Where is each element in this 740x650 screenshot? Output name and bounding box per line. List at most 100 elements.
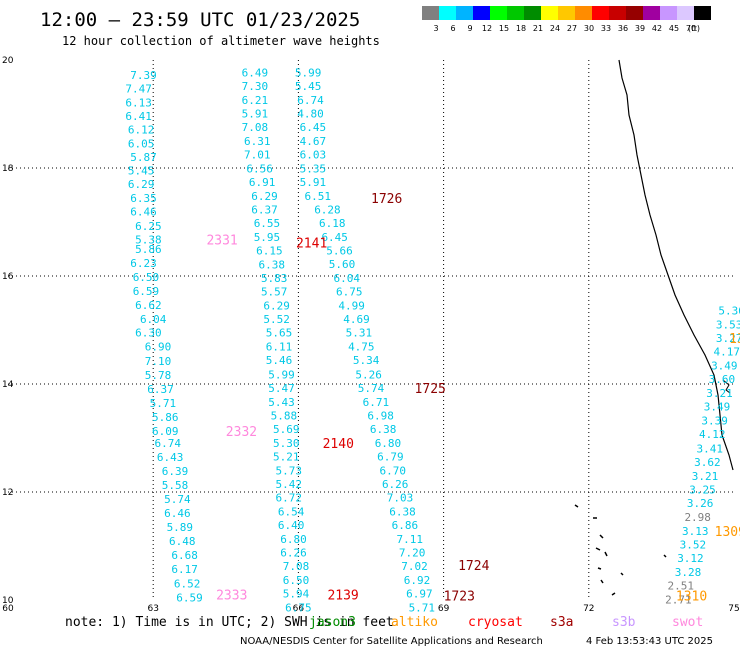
wave-height-label: 6.29 — [263, 300, 290, 313]
wave-height-label: 6.46 — [130, 206, 157, 219]
wave-height-label: 6.26 — [382, 478, 409, 491]
credit-text: NOAA/NESDIS Center for Satellite Applica… — [240, 636, 543, 647]
wave-height-label: 6.03 — [300, 149, 327, 162]
wave-height-label: 3.13 — [682, 525, 709, 538]
colorbar-swatch — [558, 6, 575, 20]
wave-height-label: 3.28 — [675, 566, 702, 579]
y-tick-label: 18 — [2, 164, 14, 174]
y-axis-ticks: 10 12 14 16 18 20 — [2, 56, 14, 606]
wave-height-label: 5.38 — [135, 233, 162, 246]
wave-height-label: 6.38 — [389, 505, 416, 518]
wave-height-label: 6.86 — [392, 519, 419, 532]
pass-time-label: 2141 — [296, 237, 327, 252]
colorbar-swatch — [507, 6, 524, 20]
colorbar-label: 21 — [533, 24, 543, 33]
wave-height-label: 5.71 — [150, 397, 177, 410]
wave-height-label: 7.20 — [399, 546, 426, 559]
x-axis-ticks: 60 63 66 69 72 75 — [2, 604, 739, 614]
wave-height-label: 3.27 — [716, 332, 740, 345]
satellite-legend-item: s3b — [612, 615, 636, 630]
wave-height-label: 5.91 — [242, 107, 269, 120]
timestamp-text: 4 Feb 13:53:43 UTC 2025 — [586, 636, 713, 647]
wave-height-label: 4.17 — [713, 346, 740, 359]
wave-height-label: 6.13 — [125, 97, 152, 110]
colorbar-swatch — [660, 6, 677, 20]
colorbar-swatch — [694, 6, 711, 20]
color-scale-legend: 3 6 9 12 15 18 21 24 27 30 33 36 39 42 45 70(ft) — [422, 6, 711, 33]
wave-height-label: 6.80 — [280, 533, 307, 546]
wave-height-label: 5.78 — [145, 369, 172, 382]
colorbar-label: 27 — [567, 24, 577, 33]
wave-height-label: 5.91 — [300, 176, 327, 189]
wave-height-label: 4.80 — [297, 107, 324, 120]
wave-height-label: 3.41 — [697, 442, 724, 455]
wave-height-label: 3.49 — [711, 360, 738, 373]
wave-height-label: 6.18 — [319, 217, 346, 230]
wave-height-label: 6.74 — [297, 94, 324, 107]
wave-height-label: 7.02 — [401, 560, 428, 573]
wave-height-label: 6.48 — [169, 535, 196, 548]
y-tick-label: 14 — [2, 380, 14, 390]
colorbar-swatch — [439, 6, 456, 20]
wave-height-label: 6.39 — [162, 465, 189, 478]
pass-time-label: 2139 — [327, 589, 358, 604]
colorbar-label: 36 — [618, 24, 628, 33]
wave-height-label: 3.21 — [706, 387, 733, 400]
colorbar-label: 33 — [601, 24, 611, 33]
wave-height-label: 6.09 — [152, 425, 179, 438]
satellite-legend-item: swot — [672, 615, 703, 630]
pass-time-label: 1308 — [729, 332, 740, 347]
wave-height-label: 6.79 — [377, 450, 404, 463]
wave-height-label: 4.67 — [300, 135, 327, 148]
wave-height-label: 7.03 — [387, 491, 414, 504]
pass-time-label: 1725 — [415, 382, 446, 397]
wave-height-label: 5.35 — [300, 163, 327, 176]
wave-height-label: 6.43 — [157, 451, 184, 464]
wave-height-label: 6.38 — [259, 259, 286, 272]
wave-height-label: 5.83 — [261, 272, 288, 285]
wave-height-label: 6.74 — [154, 437, 181, 450]
wave-height-label: 6.70 — [380, 464, 407, 477]
wave-height-label: 7.11 — [396, 533, 423, 546]
y-tick-label: 20 — [2, 56, 14, 66]
wave-height-label: 5.89 — [167, 521, 194, 534]
wave-height-label: 5.73 — [275, 464, 302, 477]
wave-height-label: 6.56 — [246, 163, 273, 176]
wave-height-label: 6.55 — [254, 217, 281, 230]
wave-height-label: 6.50 — [133, 271, 160, 284]
wave-height-label: 6.41 — [125, 110, 152, 123]
wave-height-label: 6.91 — [249, 176, 276, 189]
colorbar-label: 15 — [499, 24, 509, 33]
wave-height-label: 5.74 — [358, 382, 385, 395]
y-tick-label: 12 — [2, 488, 13, 498]
pass-time-label: 2332 — [226, 425, 257, 440]
colorbar-label: 45 — [669, 24, 679, 33]
wave-height-label: 6.68 — [171, 549, 198, 562]
wave-height-label: 2.98 — [684, 511, 711, 524]
wave-height-label: 6.04 — [334, 272, 361, 285]
wave-height-label: 6.50 — [283, 574, 310, 587]
wave-height-label: 6.31 — [244, 135, 271, 148]
footnote: note: 1) Time is in UTC; 2) SWH is in fe… — [65, 615, 394, 630]
colorbar-swatch — [643, 6, 660, 20]
colorbar-swatch — [524, 6, 541, 20]
wave-height-label: 6.98 — [367, 409, 394, 422]
wave-height-label: 3.12 — [677, 552, 704, 565]
wave-height-label: 5.36 — [718, 305, 740, 318]
colorbar-label: (ft) — [688, 24, 700, 33]
pass-time-label: 1310 — [676, 590, 707, 605]
wave-height-label: 5.45 — [128, 165, 155, 178]
pass-time-label: 1724 — [458, 559, 489, 574]
colorbar-swatch — [626, 6, 643, 20]
wave-height-label: 5.60 — [329, 258, 356, 271]
colorbar-label: 39 — [635, 24, 645, 33]
pass-time-labels: 1726 2331 2141 1308 1725 2332 2140 1309 1724 2333… — [206, 192, 740, 604]
colorbar-label: 6 — [450, 24, 455, 33]
pass-time-label: 1723 — [444, 590, 475, 605]
y-tick-label: 16 — [2, 272, 14, 282]
wave-height-label: 5.86 — [135, 243, 162, 256]
wave-height-label: 7.39 — [130, 69, 157, 82]
colorbar-label: 30 — [584, 24, 594, 33]
satellite-legend-item: altiko — [391, 615, 438, 630]
wave-height-label: 3.60 — [709, 373, 736, 386]
